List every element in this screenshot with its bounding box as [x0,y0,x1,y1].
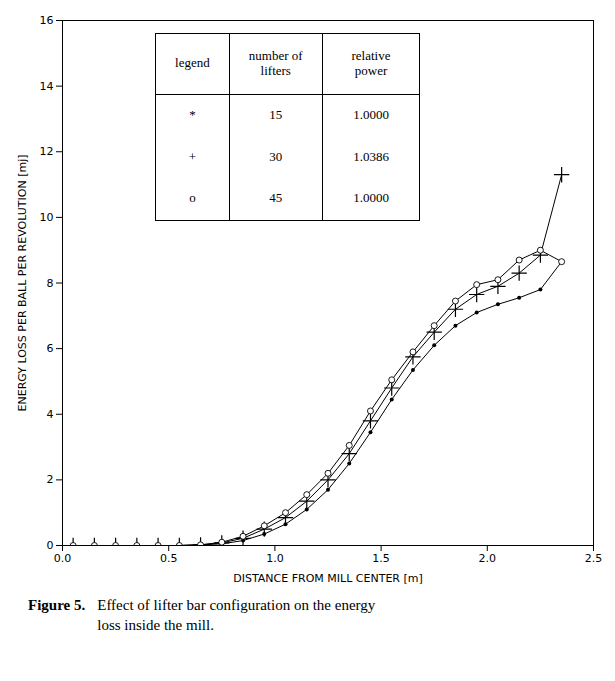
svg-text:1.5: 1.5 [372,552,390,565]
svg-text:ENERGY LOSS PER BALL PER REVOL: ENERGY LOSS PER BALL PER REVOLUTION [mj] [16,154,29,411]
html-text:30: 30 [269,148,283,164]
svg-text:10: 10 [40,211,54,224]
svg-text:4: 4 [47,408,54,421]
html-text:45: 45 [269,190,283,206]
svg-text:0: 0 [47,539,54,552]
svg-text:0.5: 0.5 [160,552,178,565]
html-text:1.0386: 1.0386 [353,148,389,164]
svg-text:0.0: 0.0 [54,552,72,565]
html-text:number of lifters: number of lifters [248,47,303,78]
svg-text:1.0: 1.0 [266,552,284,565]
html-text:Effect of lifter bar configura: Effect of lifter bar configuration on th… [97,597,376,633]
html-text:1.0000: 1.0000 [353,190,389,206]
svg-text:2: 2 [47,473,54,486]
svg-text:14: 14 [40,80,54,93]
svg-text:2.0: 2.0 [479,552,497,565]
svg-text:16: 16 [40,14,54,27]
html-text:15: 15 [269,106,283,122]
html-text:Figure 5.: Figure 5. [28,597,86,613]
html-text:legend: legend [175,55,210,71]
html-text:o: o [189,190,196,206]
svg-text:6: 6 [47,342,54,355]
html-text:relative power: relative power [351,47,391,78]
svg-text:2.5: 2.5 [585,552,603,565]
svg-text:DISTANCE FROM MILL CENTER [m]: DISTANCE FROM MILL CENTER [m] [233,572,423,585]
svg-text:8: 8 [47,277,54,290]
html-text:1.0000: 1.0000 [353,106,389,122]
svg-text:12: 12 [40,145,54,158]
